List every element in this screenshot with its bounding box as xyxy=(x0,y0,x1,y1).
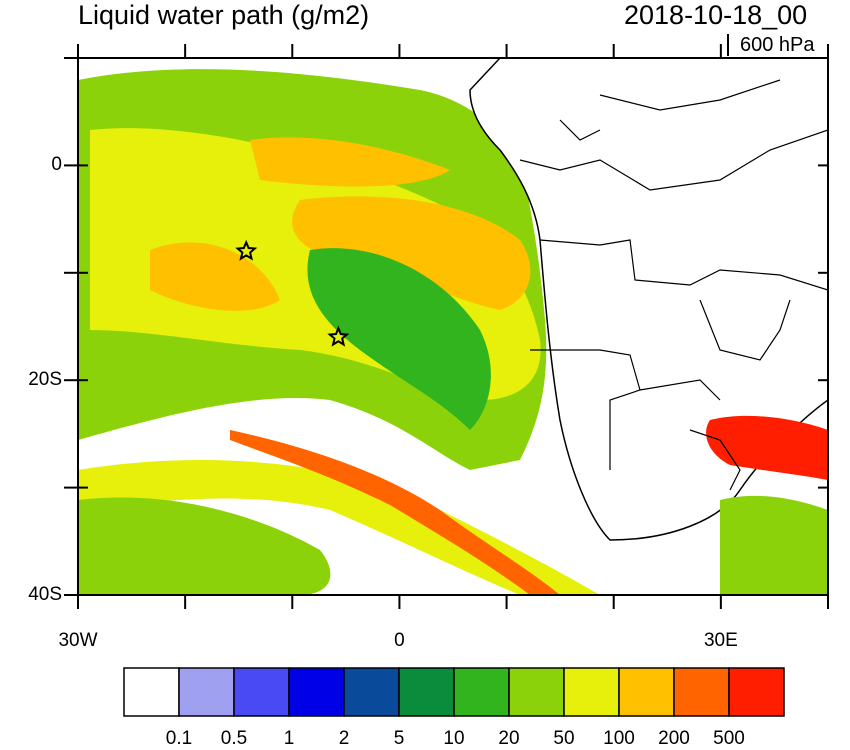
colorbar-swatch xyxy=(453,667,510,717)
cloud-orange-north xyxy=(250,137,450,187)
frontal-band-core xyxy=(230,430,560,595)
y-label: 20S xyxy=(28,369,62,391)
colorbar-swatch xyxy=(343,667,400,717)
map-frame xyxy=(77,57,829,596)
convection-east xyxy=(720,495,828,595)
colorbar-swatch xyxy=(563,667,620,717)
colorbar-swatch xyxy=(398,667,455,717)
map-title: Liquid water path (g/m2) xyxy=(78,0,370,30)
y-ticks xyxy=(64,57,828,596)
colorbar-label: 5 xyxy=(393,728,405,749)
colorbar-label: 1 xyxy=(283,728,295,749)
country-borders xyxy=(519,79,828,491)
colorbar-swatch xyxy=(673,667,730,717)
cloud-field-orange xyxy=(292,196,531,310)
colorbar-swatch xyxy=(508,667,565,717)
level-tick xyxy=(727,34,729,56)
colorbar-label: 200 xyxy=(658,728,690,749)
colorbar-swatch xyxy=(288,667,345,717)
x-label: 30E xyxy=(703,630,738,651)
colorbar-swatch xyxy=(233,667,290,717)
colorbar-label: 0.1 xyxy=(165,728,193,749)
markers xyxy=(235,239,350,347)
southwest-cloud xyxy=(78,497,331,595)
x-label: 0 xyxy=(394,630,405,651)
y-label: 40S xyxy=(28,584,62,605)
cloud-field-green-core xyxy=(307,248,491,430)
colorbar-label: 2 xyxy=(338,728,350,749)
map-date: 2018-10-18_00 xyxy=(624,0,808,30)
x-label: 30W xyxy=(58,630,98,651)
star-marker-center xyxy=(327,325,350,347)
colorbar-swatch xyxy=(618,667,675,717)
colorbar-label: 100 xyxy=(603,728,635,749)
frontal-band xyxy=(78,460,600,595)
colorbar-label: 0.5 xyxy=(220,728,248,749)
star-marker-west xyxy=(235,239,258,261)
pressure-level: 600 hPa xyxy=(740,34,815,56)
colorbar-swatch xyxy=(123,667,180,717)
colorbar-label: 50 xyxy=(553,728,575,749)
cloud-orange-west xyxy=(150,242,280,311)
map-field xyxy=(78,58,828,595)
colorbar xyxy=(123,667,785,717)
colorbar-label: 10 xyxy=(443,728,465,749)
colorbar-label: 500 xyxy=(713,728,745,749)
colorbar-label: 20 xyxy=(498,728,520,749)
x-ticks xyxy=(77,44,829,609)
colorbar-swatch xyxy=(728,667,785,717)
colorbar-swatch xyxy=(178,667,235,717)
y-label: 0 xyxy=(51,154,62,176)
